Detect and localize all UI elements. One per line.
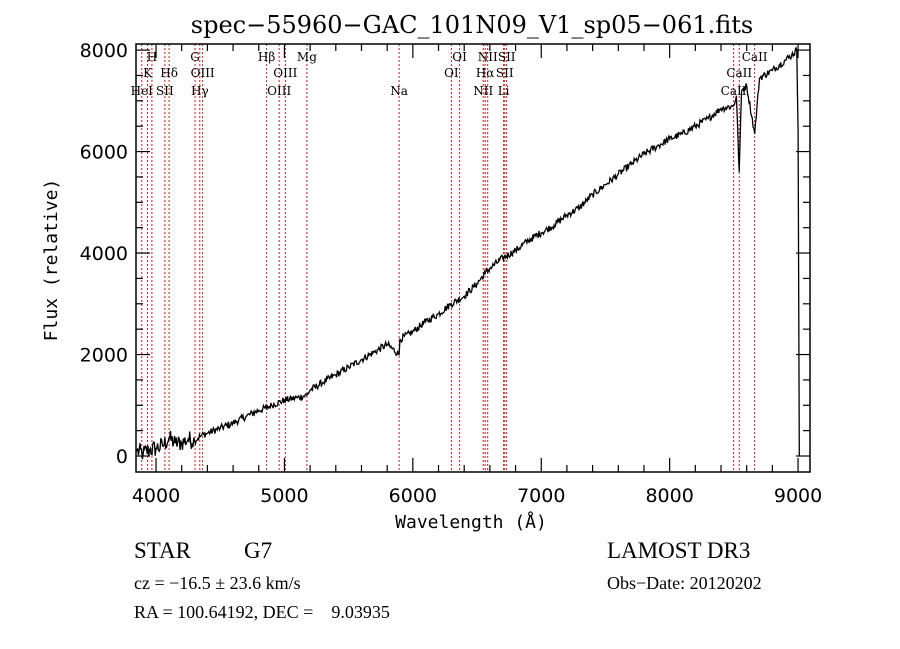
spectral-line-label: Li [498,84,510,98]
y-tick-label: 0 [116,446,128,468]
x-tick-label: 9000 [774,485,822,507]
spectral-line-label: SII [498,50,516,64]
spectral-line-label: CaII [726,66,752,80]
survey-name: LAMOST DR3 [607,538,751,563]
spectral-line-label: Hβ [258,50,275,64]
x-axis-label: Wavelength (Å) [395,511,547,533]
x-tick-label: 6000 [389,485,437,507]
spectral-line-label: K [143,66,153,80]
x-tick-label: 7000 [517,485,565,507]
x-tick-label: 8000 [645,485,693,507]
y-axis: 0 2000 4000 6000 8000 [80,40,810,468]
series-line-spectrum [136,46,800,460]
chart-title: spec−55960−GAC_101N09_V1_sp05−061.fits [191,11,753,39]
object-class: STAR [134,538,191,563]
spectral-line-label: OIII [273,66,297,80]
object-subclass: G7 [244,538,273,563]
spectral-line-label: NII [478,50,498,64]
y-tick-label: 4000 [80,243,128,265]
series-layer [136,46,800,460]
y-tick-label: 6000 [80,142,128,164]
spectral-line-label: CaII [742,50,768,64]
plot-frame [135,43,811,473]
observation-date: Obs−Date: 20120202 [607,573,762,593]
spectral-line-label: Na [390,84,408,98]
x-tick-label: 4000 [132,485,180,507]
spectral-line-label: OIII [267,84,291,98]
spectral-line-label: CaII [721,84,747,98]
spectral-line-label: Hγ [191,84,209,98]
spectral-line-label: OI [452,50,467,64]
x-axis: 4000 5000 6000 7000 8000 9000 [132,44,822,507]
spectral-line-label: SII [156,84,174,98]
spectral-line-label: Hα [476,66,495,80]
coordinates-text: RA = 100.64192, DEC = 9.03935 [134,602,390,622]
y-tick-label: 8000 [80,40,128,62]
spectral-line-label: OIII [191,66,215,80]
redshift-text: cz = −16.5 ± 23.6 km/s [134,573,301,593]
spectral-line-label: Mg [297,50,317,64]
spectral-line-label: HeI [131,84,154,98]
spectral-line-markers [141,44,756,472]
spectral-line-label: G [190,50,200,64]
spectral-line-label: OI [444,66,459,80]
y-axis-label: Flux (relative) [41,179,62,342]
spectral-line-label: SII [496,66,514,80]
spectral-line-label: H [147,50,157,64]
y-tick-label: 2000 [80,345,128,367]
x-tick-label: 5000 [260,485,308,507]
spectral-line-label: NII [473,84,493,98]
spectral-line-label: Hδ [160,66,178,80]
